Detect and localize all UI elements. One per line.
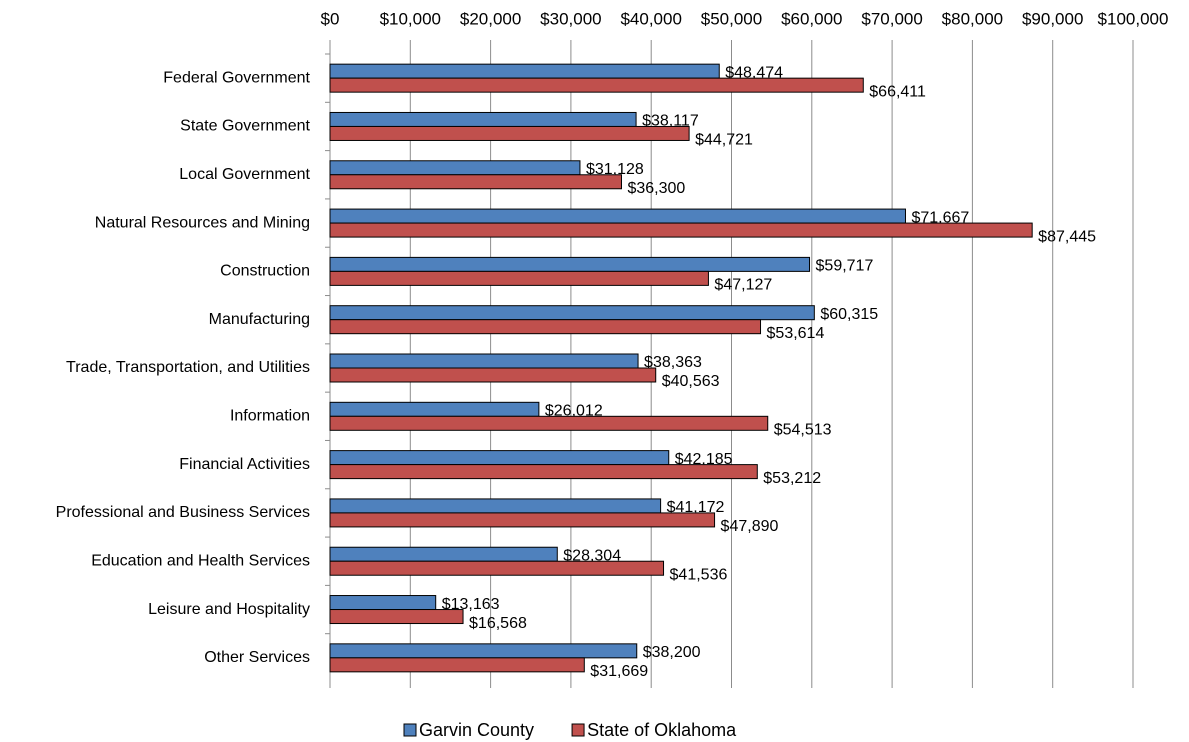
value-label: $54,513 — [774, 422, 832, 439]
bar — [329, 125, 690, 141]
bar — [329, 367, 657, 383]
value-label: $47,127 — [714, 277, 772, 294]
y-tick-label: Leisure and Hospitality — [148, 601, 310, 618]
value-label: $41,172 — [667, 499, 725, 516]
bar — [329, 63, 720, 79]
value-label: $48,474 — [725, 64, 783, 81]
x-tick-label: $70,000 — [861, 9, 922, 28]
value-label: $47,890 — [721, 518, 779, 535]
value-label: $59,717 — [816, 258, 874, 275]
bar — [329, 464, 758, 480]
bar — [329, 657, 585, 673]
value-label: $42,185 — [675, 451, 733, 468]
bar — [329, 111, 637, 127]
bar — [329, 319, 762, 335]
legend-label: Garvin County — [419, 720, 534, 740]
value-label: $53,212 — [763, 470, 821, 487]
bar — [329, 401, 540, 417]
x-tick-label: $90,000 — [1022, 9, 1083, 28]
y-tick-label: Construction — [220, 263, 310, 280]
bar — [329, 208, 906, 224]
value-label: $87,445 — [1038, 228, 1096, 245]
value-label: $38,117 — [642, 113, 699, 130]
x-tick-label: $10,000 — [380, 9, 441, 28]
bar — [329, 546, 558, 562]
x-tick-label: $20,000 — [460, 9, 521, 28]
value-label: $28,304 — [563, 547, 621, 564]
bar — [329, 174, 622, 190]
legend-swatch — [571, 723, 585, 737]
value-label: $60,315 — [820, 306, 878, 323]
x-tick-label: $0 — [321, 9, 340, 28]
bar — [329, 270, 709, 286]
value-label: $71,667 — [911, 209, 969, 226]
x-tick-label: $80,000 — [942, 9, 1003, 28]
y-tick-label: Local Government — [179, 166, 310, 183]
value-label: $38,200 — [643, 644, 701, 661]
x-tick-label: $60,000 — [781, 9, 842, 28]
bar — [329, 353, 639, 369]
bar — [329, 595, 437, 611]
x-tick-label: $100,000 — [1098, 9, 1169, 28]
legend-swatch — [403, 723, 417, 737]
bar — [329, 643, 638, 659]
value-label: $36,300 — [627, 180, 685, 197]
value-label: $40,563 — [662, 373, 720, 390]
value-label: $41,536 — [670, 566, 728, 583]
bar — [329, 609, 464, 625]
y-tick-label: Other Services — [204, 649, 310, 666]
value-label: $26,012 — [545, 403, 603, 420]
bar — [329, 77, 864, 93]
x-tick-label: $30,000 — [540, 9, 601, 28]
value-label: $16,568 — [469, 615, 527, 632]
value-label: $38,363 — [644, 354, 702, 371]
bar — [329, 160, 581, 176]
y-tick-label: Trade, Transportation, and Utilities — [66, 359, 310, 376]
bar — [329, 305, 815, 321]
bar — [329, 415, 769, 431]
bar — [329, 498, 662, 514]
y-tick-label: State Government — [180, 118, 310, 135]
x-tick-label: $40,000 — [620, 9, 681, 28]
value-label: $66,411 — [869, 83, 926, 100]
y-tick-label: Education and Health Services — [91, 552, 310, 569]
y-tick-label: Natural Resources and Mining — [95, 214, 310, 231]
y-tick-label: Federal Government — [163, 69, 310, 86]
value-label: $31,128 — [586, 161, 644, 178]
legend-label: State of Oklahoma — [587, 720, 737, 740]
y-tick-label: Financial Activities — [179, 456, 310, 473]
y-tick-label: Information — [230, 408, 310, 425]
y-tick-label: Professional and Business Services — [56, 504, 310, 521]
bar — [329, 450, 670, 466]
y-tick-label: Manufacturing — [209, 311, 310, 328]
bar — [329, 256, 811, 272]
value-label: $13,163 — [442, 596, 500, 613]
bar — [329, 512, 716, 528]
value-label: $53,614 — [767, 325, 825, 342]
x-tick-label: $50,000 — [701, 9, 762, 28]
bar — [329, 560, 665, 576]
value-label: $31,669 — [590, 663, 648, 680]
bar — [329, 222, 1033, 238]
value-label: $44,721 — [695, 132, 753, 149]
